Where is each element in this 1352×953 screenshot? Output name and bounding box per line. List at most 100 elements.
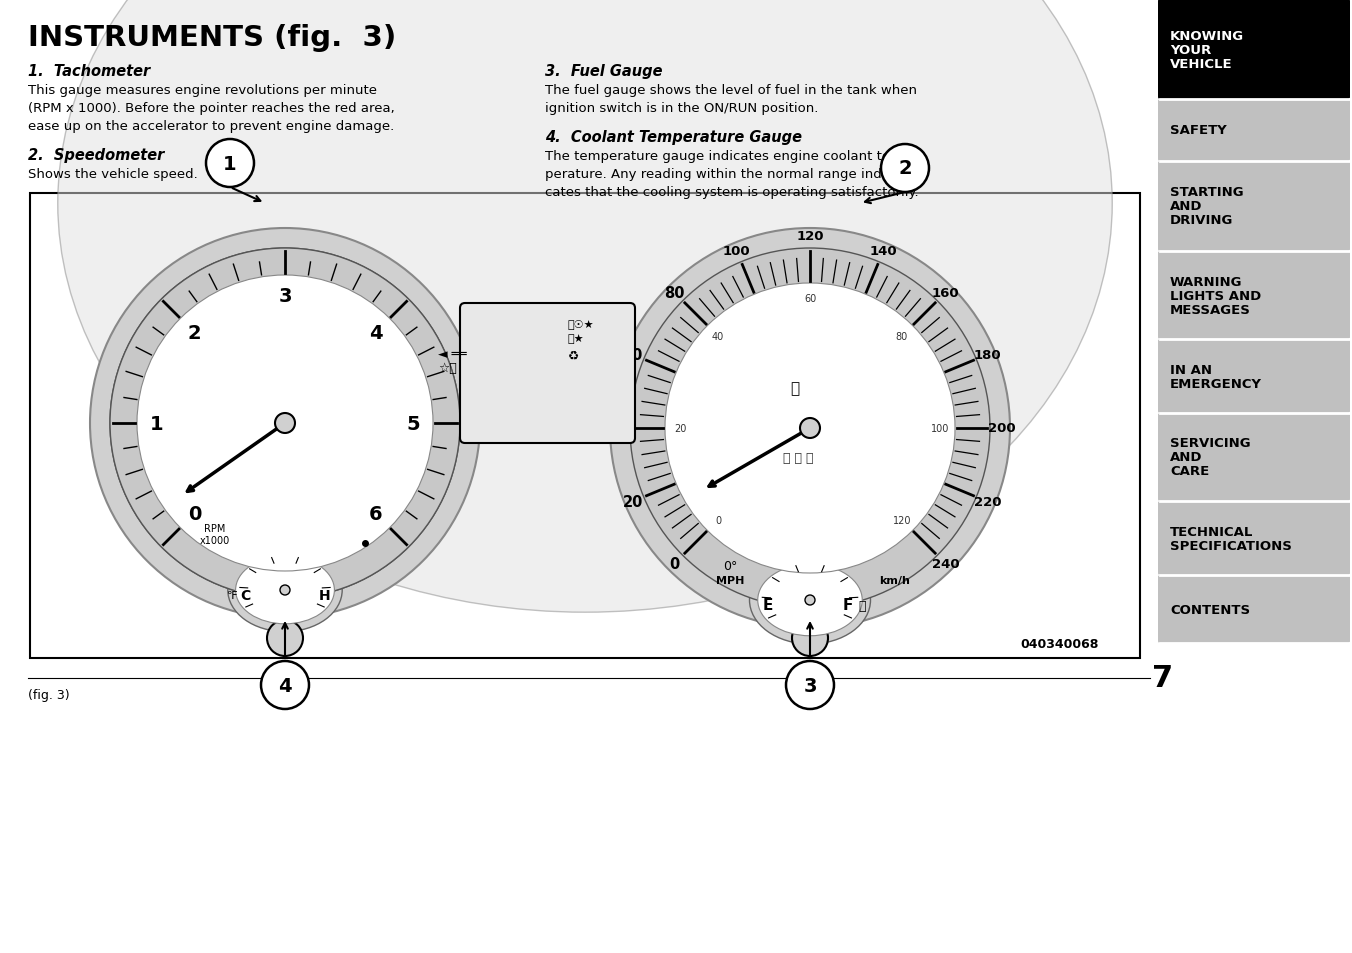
Text: YOUR: YOUR [1169, 44, 1211, 56]
Text: ⓘ★: ⓘ★ [568, 334, 584, 344]
Text: cates that the cooling system is operating satisfactorily.: cates that the cooling system is operati… [545, 186, 918, 199]
Text: ⛔: ⛔ [791, 381, 799, 396]
Text: ease up on the accelerator to prevent engine damage.: ease up on the accelerator to prevent en… [28, 120, 395, 132]
Text: 180: 180 [973, 349, 1002, 361]
Circle shape [786, 661, 834, 709]
Text: Ⓘ Ⓟ Ⓜ: Ⓘ Ⓟ Ⓜ [783, 452, 814, 465]
Text: 1: 1 [223, 154, 237, 173]
Text: IN AN: IN AN [1169, 363, 1211, 376]
Text: H: H [319, 588, 331, 602]
FancyBboxPatch shape [1159, 252, 1351, 339]
Circle shape [110, 249, 460, 598]
Circle shape [261, 661, 310, 709]
Text: 80: 80 [664, 286, 684, 300]
Circle shape [665, 284, 955, 574]
Text: SPECIFICATIONS: SPECIFICATIONS [1169, 539, 1293, 552]
Text: ♻: ♻ [568, 349, 579, 362]
Text: 120: 120 [796, 231, 823, 243]
Text: SAFETY: SAFETY [1169, 125, 1226, 137]
Text: 20: 20 [673, 423, 687, 434]
Text: 2.  Speedometer: 2. Speedometer [28, 148, 165, 163]
Text: 140: 140 [869, 245, 898, 258]
Text: 40: 40 [608, 421, 629, 436]
FancyBboxPatch shape [1159, 100, 1351, 162]
Circle shape [280, 585, 289, 596]
Circle shape [882, 145, 929, 193]
Ellipse shape [58, 0, 1113, 613]
Text: 160: 160 [932, 287, 960, 299]
Text: 1.  Tachometer: 1. Tachometer [28, 64, 150, 79]
Circle shape [266, 620, 303, 657]
Text: INSTRUMENTS (fig.  3): INSTRUMENTS (fig. 3) [28, 24, 396, 52]
Text: CONTENTS: CONTENTS [1169, 603, 1251, 616]
Text: 0: 0 [715, 516, 721, 525]
Text: 0: 0 [669, 557, 679, 572]
Circle shape [206, 140, 254, 188]
Text: 1: 1 [150, 414, 164, 433]
Text: Shows the vehicle speed.: Shows the vehicle speed. [28, 168, 197, 181]
FancyBboxPatch shape [1159, 162, 1351, 252]
Ellipse shape [227, 549, 342, 632]
FancyBboxPatch shape [1159, 414, 1351, 501]
FancyBboxPatch shape [460, 304, 635, 443]
Text: ℉: ℉ [227, 590, 238, 600]
Circle shape [800, 418, 821, 438]
Text: (fig. 3): (fig. 3) [28, 688, 69, 701]
Text: This gauge measures engine revolutions per minute: This gauge measures engine revolutions p… [28, 84, 377, 97]
Ellipse shape [757, 565, 863, 636]
Text: 5: 5 [406, 414, 420, 433]
Text: MPH: MPH [715, 576, 744, 585]
Circle shape [610, 229, 1010, 628]
FancyBboxPatch shape [1159, 339, 1351, 414]
Text: CARE: CARE [1169, 465, 1209, 478]
Ellipse shape [749, 557, 871, 644]
Text: 100: 100 [723, 245, 750, 258]
Text: 20: 20 [622, 495, 642, 510]
Text: perature. Any reading within the normal range indi-: perature. Any reading within the normal … [545, 168, 890, 181]
Text: 60: 60 [804, 294, 817, 304]
Text: ◄ ══: ◄ ══ [438, 347, 466, 360]
Text: ⛽: ⛽ [859, 598, 865, 612]
Text: 4: 4 [369, 324, 383, 343]
Text: The fuel gauge shows the level of fuel in the tank when: The fuel gauge shows the level of fuel i… [545, 84, 917, 97]
Text: STARTING: STARTING [1169, 186, 1244, 199]
FancyBboxPatch shape [1159, 576, 1351, 643]
Text: E: E [763, 598, 773, 613]
Circle shape [274, 414, 295, 434]
Text: (RPM x 1000). Before the pointer reaches the red area,: (RPM x 1000). Before the pointer reaches… [28, 102, 395, 115]
Text: 3.  Fuel Gauge: 3. Fuel Gauge [545, 64, 662, 79]
Text: 80: 80 [896, 332, 909, 342]
Text: 4: 4 [279, 676, 292, 695]
Text: DRIVING: DRIVING [1169, 214, 1233, 227]
Text: km/h: km/h [880, 576, 910, 585]
Text: The temperature gauge indicates engine coolant tem-: The temperature gauge indicates engine c… [545, 150, 907, 163]
Text: ⌛☉★: ⌛☉★ [568, 318, 594, 329]
Text: RPM: RPM [204, 523, 226, 534]
Ellipse shape [235, 557, 334, 624]
Circle shape [137, 275, 433, 572]
Text: 60: 60 [622, 348, 642, 363]
Text: 40: 40 [713, 332, 725, 342]
Circle shape [630, 249, 990, 608]
Text: 3: 3 [803, 676, 817, 695]
Text: F: F [842, 598, 853, 613]
Text: 0: 0 [188, 504, 201, 523]
FancyBboxPatch shape [1159, 501, 1351, 576]
FancyBboxPatch shape [1159, 0, 1351, 100]
Text: 200: 200 [988, 422, 1015, 435]
Text: 220: 220 [973, 496, 1000, 509]
Text: 2: 2 [188, 324, 201, 343]
Text: EMERGENCY: EMERGENCY [1169, 377, 1261, 390]
Circle shape [110, 249, 460, 598]
Circle shape [792, 620, 827, 657]
Text: 2: 2 [898, 159, 911, 178]
Text: 040340068: 040340068 [1021, 638, 1099, 650]
Text: 6: 6 [369, 504, 383, 523]
Text: KNOWING: KNOWING [1169, 30, 1244, 43]
Circle shape [804, 596, 815, 605]
Text: 240: 240 [932, 558, 960, 571]
Text: LIGHTS AND: LIGHTS AND [1169, 289, 1261, 302]
Text: WARNING: WARNING [1169, 275, 1242, 288]
Text: 3: 3 [279, 286, 292, 305]
Text: 0°: 0° [723, 560, 737, 573]
